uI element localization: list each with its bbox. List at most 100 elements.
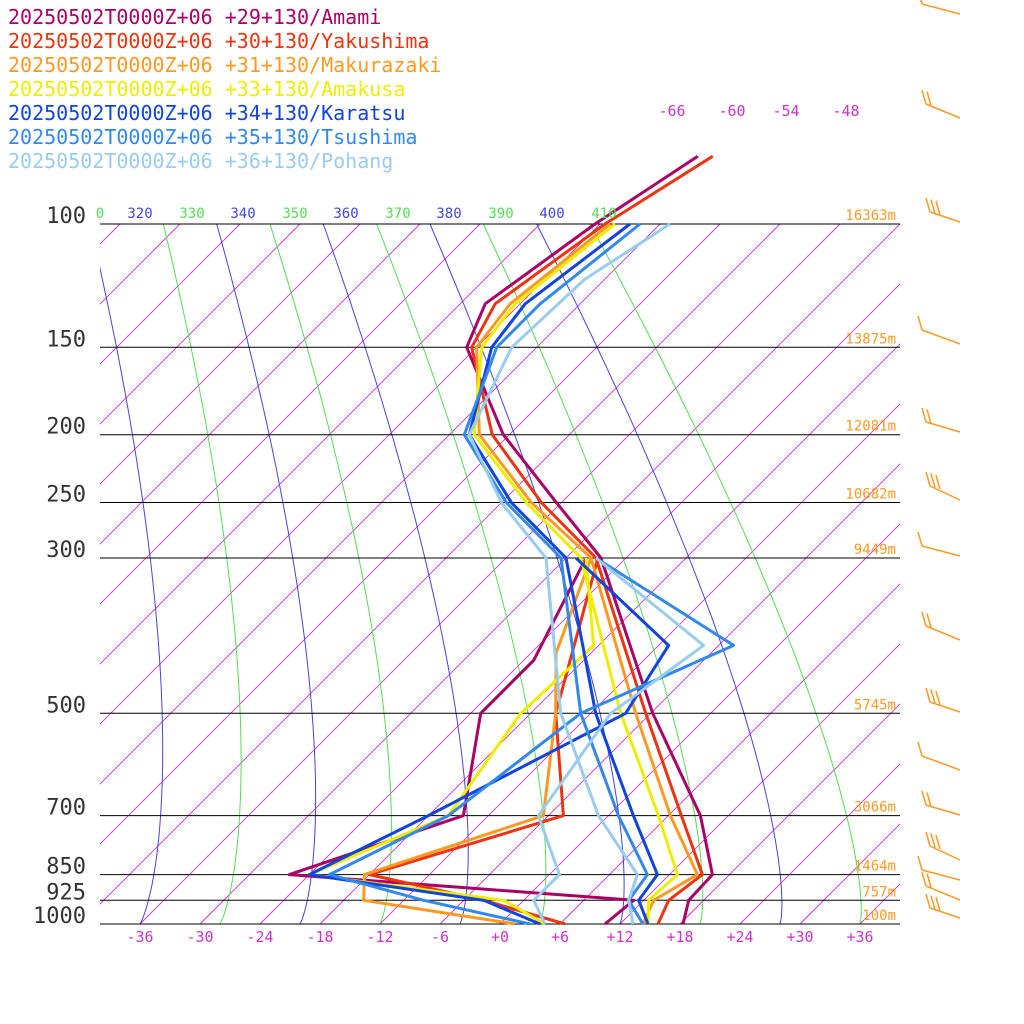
theta-e-label: 360: [333, 206, 358, 222]
dewpoint-trace: [327, 556, 736, 925]
height-label: 5745m: [854, 697, 896, 713]
wind-barb: [929, 701, 961, 713]
x-tick-label: -6: [431, 928, 449, 946]
isotherm-label: -48: [832, 102, 859, 120]
wind-barb-flag: [925, 197, 931, 213]
x-tick-label: +12: [606, 928, 633, 946]
wind-barb: [929, 907, 961, 919]
isotherm-line: [100, 223, 721, 845]
dewpoint-trace: [532, 556, 706, 925]
theta-e-curve: [269, 223, 392, 925]
height-label: 10682m: [845, 487, 896, 503]
theta-e-label: 320: [127, 206, 152, 222]
isotherm-line: [379, 403, 900, 925]
wind-barb-flag: [926, 873, 932, 888]
isotherm-line: [100, 223, 421, 545]
isotherm-line: [859, 883, 900, 925]
x-tick-label: +18: [666, 928, 693, 946]
isotherm-line: [100, 223, 661, 785]
dewpoint-trace: [307, 556, 671, 925]
wind-barb-flag: [917, 315, 923, 331]
wind-barb-flag: [917, 855, 923, 871]
theta-e-label: 370: [385, 206, 410, 222]
isotherm-line: [920, 224, 1024, 924]
wind-barb-flag: [926, 613, 932, 628]
pressure-label: 250: [46, 483, 86, 508]
x-tick-label: +24: [726, 928, 753, 946]
wind-barb-flag: [925, 471, 931, 487]
isotherm-line: [259, 283, 900, 925]
wind-barb: [925, 103, 961, 119]
height-label: 1464m: [854, 859, 896, 875]
theta-e-curve: [322, 223, 469, 925]
pressure-label: 500: [46, 693, 86, 718]
pressure-label: 850: [46, 855, 86, 880]
legend: 20250502T0000Z+06 +29+130/Amami20250502T…: [8, 5, 441, 173]
wind-barb-flag: [917, 531, 923, 547]
legend-entry: 20250502T0000Z+06 +36+130/Pohang: [8, 149, 393, 173]
isotherm-line: [100, 223, 541, 665]
x-tick-label: +0: [491, 928, 509, 946]
height-label: 757m: [862, 884, 896, 900]
isotherm-line: [100, 223, 181, 305]
profile-traces: [287, 154, 736, 925]
legend-entry: 20250502T0000Z+06 +30+130/Yakushima: [8, 29, 429, 53]
x-tick-label: -24: [246, 928, 273, 946]
height-label: 9449m: [854, 542, 896, 558]
theta-e-curve: [0, 224, 3, 924]
isotherm-line: [100, 223, 301, 425]
theta-e-curve: [100, 266, 164, 925]
wind-barb-flag: [930, 895, 936, 910]
temperature-trace: [472, 222, 679, 925]
x-tick-label: -36: [126, 928, 153, 946]
wind-barb: [921, 545, 961, 557]
isotherm-line: [619, 643, 900, 925]
pressure-label: 150: [46, 327, 86, 352]
wind-barb: [925, 885, 961, 901]
legend-entry: 20250502T0000Z+06 +33+130/Amakusa: [8, 77, 405, 101]
isotherm-label: -60: [718, 102, 745, 120]
theta-e-curve: [162, 223, 242, 925]
wind-barbs: [917, 0, 961, 919]
temperature-trace: [462, 222, 649, 925]
wind-barb-flag: [926, 792, 932, 807]
wind-barb-flag: [935, 690, 941, 706]
dewpoint-trace: [367, 557, 600, 925]
wind-barb: [921, 3, 961, 15]
legend-entry: 20250502T0000Z+06 +34+130/Karatsu: [8, 101, 405, 125]
isobars: [100, 223, 900, 925]
height-label: 12081m: [845, 419, 896, 435]
wind-barb-flag: [935, 834, 941, 850]
x-tick-label: -12: [366, 928, 393, 946]
wind-barb-flag: [921, 611, 927, 627]
wind-barb: [921, 755, 961, 771]
isotherm-label: -54: [772, 102, 799, 120]
wind-barb-flag: [925, 831, 931, 847]
isotherm-line: [799, 823, 900, 925]
x-tick-label: +6: [551, 928, 569, 946]
wind-barb: [921, 329, 961, 345]
height-label: 3066m: [854, 800, 896, 816]
isotherm-line: [199, 223, 900, 925]
wind-barb-flag: [930, 689, 936, 704]
wind-barb: [929, 485, 961, 501]
isotherm-line: [100, 223, 361, 485]
theta-e-curve: [216, 223, 317, 925]
x-tick-label: +36: [846, 928, 873, 946]
temperature-trace: [465, 154, 714, 925]
wind-barb-flag: [935, 200, 941, 216]
isotherm-line: [739, 763, 900, 925]
pressure-label: 300: [46, 538, 86, 563]
temperature-trace: [467, 222, 659, 925]
legend-entry: 20250502T0000Z+06 +29+130/Amami: [8, 5, 381, 29]
wind-barb-flag: [930, 833, 936, 848]
wind-barb-flag: [935, 474, 941, 490]
dewpoint-trace: [287, 557, 636, 925]
wind-barb-flag: [921, 871, 927, 887]
wind-barb: [925, 625, 961, 641]
theta-e-label: 350: [282, 206, 307, 222]
theta-e-curve: [589, 223, 862, 925]
isotherm-line: [679, 703, 900, 925]
pressure-label: 925: [46, 880, 86, 905]
pressure-label: 700: [46, 796, 86, 821]
